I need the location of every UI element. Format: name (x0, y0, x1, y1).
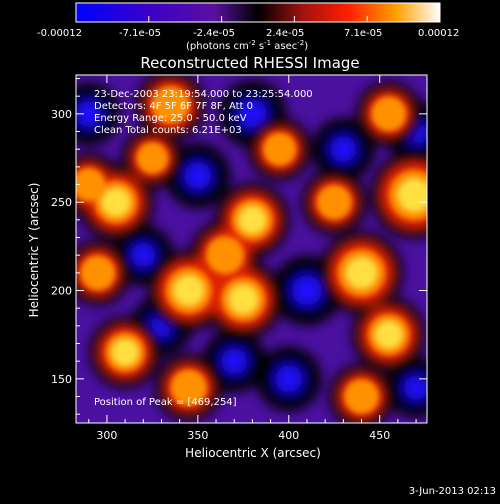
colorbar-tick-labels: -0.00012 -7.1e-05 -2.4e-05 2.4e-05 7.1e-… (37, 28, 459, 39)
positive-source-core (316, 184, 352, 220)
negative-source (221, 348, 247, 374)
positive-source-peak (102, 188, 130, 216)
positive-source-peak (398, 178, 427, 212)
annotation-detectors: Detectors: 4F 5F 6F 7F 8F, Att 0 (94, 101, 253, 112)
chart-title: Reconstructed RHESSI Image (140, 54, 359, 72)
positive-source-peak (346, 257, 377, 289)
x-tick-labels: 300 350 400 450 (96, 429, 390, 442)
y-tick-labels: 150 200 250 300 (51, 108, 72, 386)
colorbar-ticks (75, 16, 441, 22)
negative-source (238, 99, 267, 129)
x-axis-label: Heliocentric X (arcsec) (185, 446, 321, 460)
axis-ticks (76, 75, 427, 423)
heatmap-image (76, 75, 427, 423)
positive-source-core (80, 255, 116, 291)
colorbar-tick-label: -7.1e-05 (119, 28, 161, 39)
positive-source-core (371, 96, 407, 132)
negative-source (292, 275, 322, 306)
positive-source-peak (239, 206, 266, 234)
colorbar-tick-label: 7.1e-05 (344, 28, 382, 39)
plot-frame (75, 74, 428, 424)
annotation-counts: Clean Total counts: 6.21E+03 (94, 125, 242, 136)
footer-date: 3-Jun-2013 02:13 (409, 486, 496, 497)
colorbar-tick-label: -2.4e-05 (193, 28, 235, 39)
colorbar-unit: (photons cm-2 s-1 asec-2) (186, 39, 308, 52)
colorbar (75, 2, 441, 23)
positive-source-core (151, 85, 190, 125)
annotation-time: 23-Dec-2003 23:19:54.000 to 23:25:54.000 (94, 89, 313, 100)
y-tick-label: 250 (51, 196, 72, 209)
y-tick-label: 150 (51, 373, 72, 386)
positive-source-core (262, 132, 297, 166)
negative-source (330, 136, 357, 162)
x-tick-label: 450 (369, 429, 390, 442)
positive-source-peak (375, 321, 403, 348)
positive-source-peak (174, 275, 204, 306)
positive-source-peak (112, 339, 138, 366)
positive-source-core (206, 236, 245, 275)
colorbar-tick-label: 2.4e-05 (266, 28, 304, 39)
positive-source-core (76, 167, 106, 202)
negative-source (184, 162, 212, 190)
x-tick-label: 300 (96, 429, 117, 442)
positive-source-peak (229, 285, 258, 314)
negative-source (76, 101, 102, 127)
annotation-energy: Energy Range: 25.0 - 50.0 keV (94, 113, 247, 124)
negative-source (131, 243, 156, 268)
colorbar-tick-label: 0.00012 (418, 28, 459, 39)
negative-source (275, 365, 303, 393)
colorbar-tick-label: -0.00012 (37, 28, 82, 39)
positive-source-core (136, 142, 169, 174)
annotations: 23-Dec-2003 23:19:54.000 to 23:25:54.000… (94, 89, 313, 408)
peak-position-label: Position of Peak = [469,254] (94, 397, 237, 408)
x-tick-label: 400 (278, 429, 299, 442)
y-tick-label: 300 (51, 108, 72, 121)
positive-source-core (170, 369, 208, 406)
negative-source (404, 375, 427, 400)
positive-source-core (344, 379, 380, 415)
y-tick-label: 200 (51, 285, 72, 298)
x-tick-label: 350 (187, 429, 208, 442)
y-axis-label: Heliocentric Y (arcsec) (27, 183, 41, 318)
